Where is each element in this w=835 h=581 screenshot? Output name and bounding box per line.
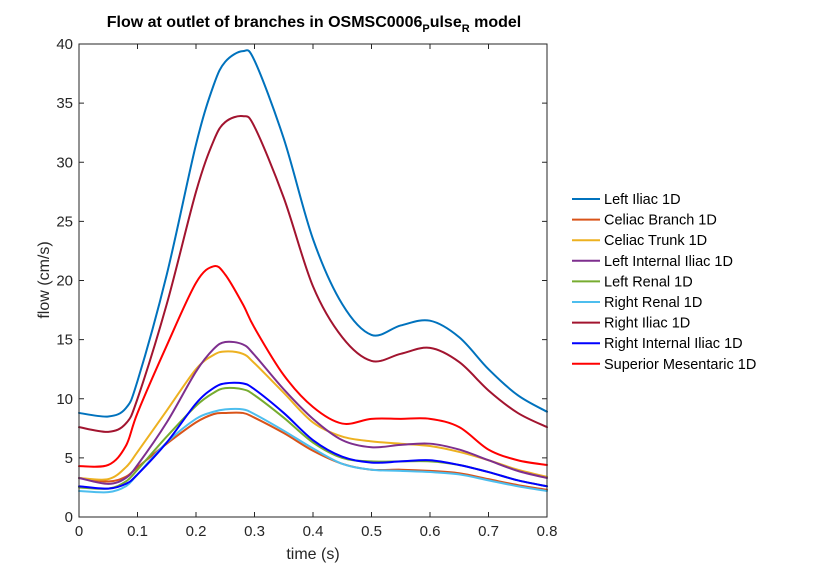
series-line-superior-mesentaric-1d <box>78 265 548 468</box>
y-tick-label: 10 <box>56 391 73 408</box>
series-line-right-internal-iliac-1d <box>78 381 548 490</box>
legend-label-right-iliac-1d: Right Iliac 1D <box>604 316 690 332</box>
axes: 0 0.1 0.2 0.3 0.4 0.5 0.6 0.7 0.8 0 5 10 15 20 25 30 35 4… <box>56 36 557 540</box>
x-tick-label: 0.6 <box>420 523 441 540</box>
y-tick-label: 35 <box>56 95 73 112</box>
y-tick-label: 20 <box>56 273 73 290</box>
legend-label-left-iliac-1d: Left Iliac 1D <box>604 192 681 208</box>
legend-label-right-renal-1d: Right Renal 1D <box>604 295 702 311</box>
y-tick-label: 5 <box>65 450 73 467</box>
chart-title: Flow at outlet of branches in OSMSC0006P… <box>107 14 521 35</box>
x-tick-label: 0 <box>75 523 83 540</box>
plot-area <box>79 44 547 517</box>
y-tick-label: 40 <box>56 36 73 53</box>
legend-label-right-internal-iliac-1d: Right Internal Iliac 1D <box>604 336 743 352</box>
x-tick-label: 0.5 <box>361 523 382 540</box>
legend: Left Iliac 1D Celiac Branch 1D Celiac Trun… <box>561 187 789 382</box>
legend-label-left-renal-1d: Left Renal 1D <box>604 274 693 290</box>
x-tick-label: 0.4 <box>303 523 324 540</box>
y-tick-label: 15 <box>56 332 73 349</box>
x-tick-label: 0.7 <box>478 523 499 540</box>
plot-background <box>79 44 547 517</box>
legend-label-celiac-trunk-1d: Celiac Trunk 1D <box>604 233 707 249</box>
legend-label-celiac-branch-1d: Celiac Branch 1D <box>604 213 717 229</box>
series-line-left-iliac-1d <box>78 49 548 418</box>
x-tick-label: 0.1 <box>127 523 148 540</box>
x-tick-label: 0.8 <box>537 523 558 540</box>
series-line-celiac-trunk-1d <box>78 350 548 481</box>
series-line-left-internal-iliac-1d <box>78 340 548 485</box>
x-tick-label: 0.2 <box>186 523 207 540</box>
y-tick-label: 25 <box>56 213 73 230</box>
y-axis-label: flow (cm/s) <box>36 241 53 318</box>
x-axis-label: time (s) <box>286 546 339 563</box>
y-tick-label: 0 <box>65 509 73 526</box>
series-layer <box>78 49 548 494</box>
legend-label-superior-mesentaric-1d: Superior Mesentaric 1D <box>604 357 756 373</box>
series-line-right-iliac-1d <box>78 114 548 433</box>
legend-label-left-internal-iliac-1d: Left Internal Iliac 1D <box>604 254 733 270</box>
x-tick-label: 0.3 <box>244 523 265 540</box>
y-tick-label: 30 <box>56 154 73 171</box>
series-line-celiac-branch-1d <box>78 411 548 491</box>
